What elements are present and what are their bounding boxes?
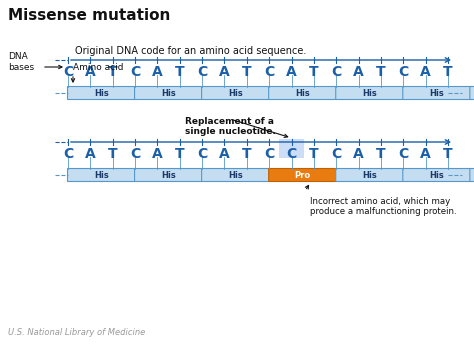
Text: A: A [420, 65, 431, 79]
Text: C: C [264, 65, 274, 79]
Text: DNA
bases: DNA bases [8, 52, 34, 72]
Text: His: His [429, 171, 444, 179]
Text: Incorrect amino acid, which may
produce a malfunctioning protein.: Incorrect amino acid, which may produce … [310, 197, 456, 216]
Text: A: A [286, 65, 297, 79]
Text: C: C [197, 65, 207, 79]
Text: U.S. National Library of Medicine: U.S. National Library of Medicine [8, 328, 145, 337]
Text: His: His [161, 89, 176, 97]
FancyBboxPatch shape [67, 169, 136, 181]
Text: A: A [353, 147, 364, 161]
Text: C: C [63, 65, 73, 79]
FancyBboxPatch shape [135, 169, 202, 181]
Text: Amino acid: Amino acid [73, 63, 124, 72]
FancyBboxPatch shape [67, 87, 136, 99]
Text: Replacement of a
single nucleotide.: Replacement of a single nucleotide. [184, 117, 275, 136]
Text: His: His [363, 171, 377, 179]
Text: C: C [398, 147, 409, 161]
Text: C: C [130, 65, 140, 79]
Text: C: C [286, 147, 297, 161]
Text: His: His [363, 89, 377, 97]
Text: A: A [152, 147, 163, 161]
Text: A: A [420, 147, 431, 161]
Text: Pro: Pro [295, 171, 311, 179]
Text: His: His [94, 171, 109, 179]
FancyBboxPatch shape [201, 87, 270, 99]
Text: T: T [242, 65, 252, 79]
Text: T: T [309, 147, 319, 161]
Text: C: C [331, 65, 341, 79]
Text: T: T [376, 147, 386, 161]
FancyBboxPatch shape [269, 87, 337, 99]
Text: C: C [264, 147, 274, 161]
Text: T: T [376, 65, 386, 79]
Text: His: His [94, 89, 109, 97]
Bar [279, 139, 304, 158]
Text: A: A [219, 65, 230, 79]
Text: A: A [353, 65, 364, 79]
Text: His: His [228, 171, 243, 179]
Text: C: C [331, 147, 341, 161]
FancyBboxPatch shape [470, 169, 474, 181]
Text: C: C [398, 65, 409, 79]
FancyBboxPatch shape [470, 87, 474, 99]
Text: T: T [175, 147, 184, 161]
Text: His: His [161, 171, 176, 179]
Text: A: A [85, 147, 96, 161]
Text: Missense mutation: Missense mutation [8, 8, 170, 23]
FancyBboxPatch shape [135, 87, 202, 99]
Text: T: T [309, 65, 319, 79]
Text: His: His [429, 89, 444, 97]
Text: T: T [242, 147, 252, 161]
FancyBboxPatch shape [201, 169, 270, 181]
FancyBboxPatch shape [336, 87, 404, 99]
Text: A: A [219, 147, 230, 161]
Text: A: A [85, 65, 96, 79]
Text: C: C [63, 147, 73, 161]
Text: T: T [108, 147, 118, 161]
Text: C: C [130, 147, 140, 161]
FancyBboxPatch shape [403, 169, 471, 181]
Text: T: T [443, 65, 453, 79]
Text: T: T [443, 147, 453, 161]
Text: His: His [295, 89, 310, 97]
Text: A: A [152, 65, 163, 79]
FancyBboxPatch shape [269, 169, 337, 181]
FancyBboxPatch shape [336, 169, 404, 181]
Text: Original DNA code for an amino acid sequence.: Original DNA code for an amino acid sequ… [75, 46, 306, 56]
Text: T: T [108, 65, 118, 79]
Text: C: C [197, 147, 207, 161]
Text: His: His [228, 89, 243, 97]
Text: T: T [175, 65, 184, 79]
FancyBboxPatch shape [403, 87, 471, 99]
